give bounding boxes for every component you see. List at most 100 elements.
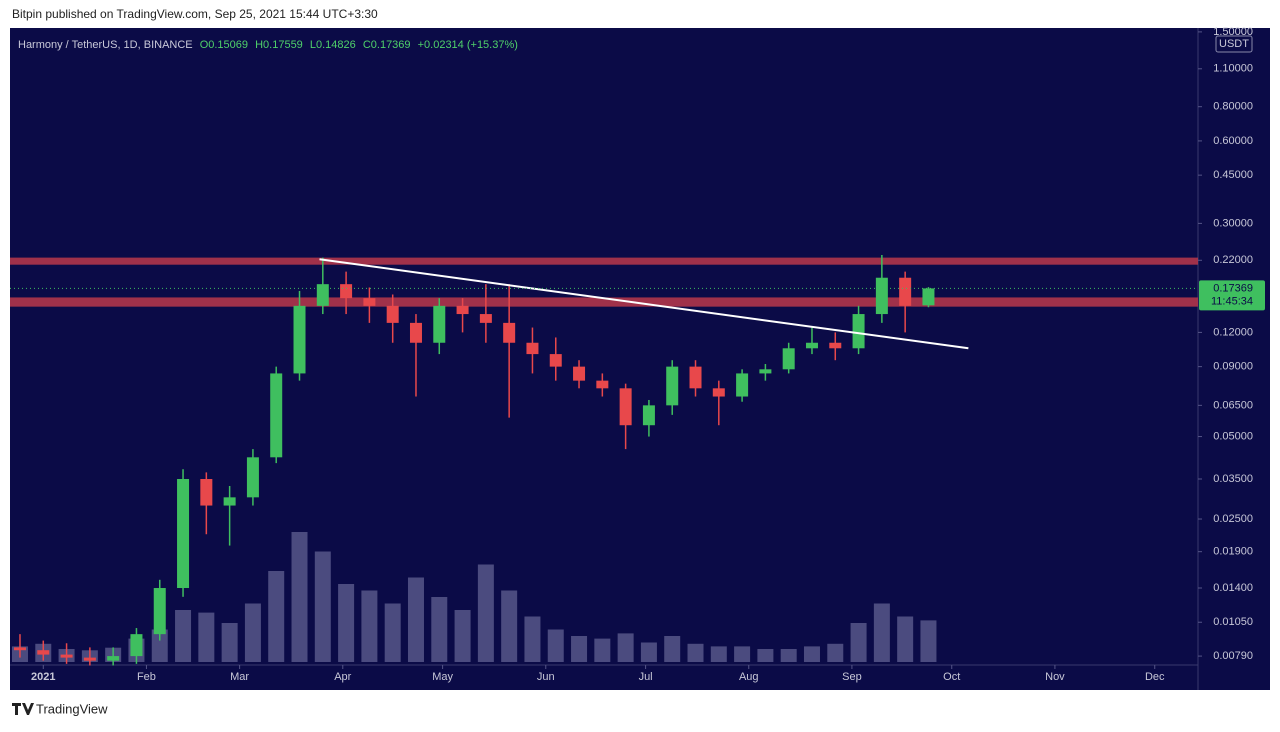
x-tick-label: Aug (739, 671, 759, 683)
volume-bar (361, 590, 378, 662)
legend: Harmony / TetherUS, 1D, BINANCE O0.15069… (18, 39, 518, 51)
candle-body (736, 373, 749, 397)
y-tick-label: 0.22000 (1213, 254, 1253, 266)
brand-name: TradingView (36, 701, 108, 716)
volume-bar (803, 646, 820, 662)
volume-bar (175, 610, 192, 662)
x-tick-label: 2021 (31, 671, 55, 683)
ohlc-close: C0.17369 (363, 39, 411, 51)
resistance-zone (10, 297, 1198, 307)
volume-bar (710, 646, 727, 662)
ohlc-change: +0.02314 (+15.37%) (418, 39, 518, 51)
ohlc-low: L0.14826 (310, 39, 356, 51)
y-tick-label: 1.10000 (1213, 63, 1253, 75)
candle-body (642, 405, 655, 426)
candle-body (246, 457, 259, 498)
candle-body (899, 277, 912, 306)
candle-body (829, 342, 842, 349)
candle-body (456, 305, 469, 315)
published-note: Bitpin published on TradingView.com, Sep… (12, 7, 378, 21)
y-tick-label: 1.50000 (1213, 26, 1253, 38)
candle-body (386, 305, 399, 323)
volume-bar (780, 649, 797, 662)
y-tick-label: 0.05000 (1213, 430, 1253, 442)
y-tick-label: 0.80000 (1213, 101, 1253, 113)
candle-body (153, 588, 166, 635)
volume-bar (221, 623, 238, 662)
volume-bar (501, 590, 518, 662)
volume-bar (407, 577, 424, 662)
candle-body (712, 388, 725, 397)
candle-body (223, 497, 236, 506)
candle-body (689, 366, 702, 389)
y-tick-label: 0.03500 (1213, 473, 1253, 485)
candle-body (13, 647, 26, 651)
candle-body (177, 478, 190, 589)
candle-body (83, 657, 96, 661)
candle-body (666, 366, 679, 406)
y-tick-label: 0.01050 (1213, 616, 1253, 628)
candle-body (549, 354, 562, 367)
brand: TradingView (12, 701, 108, 716)
y-tick-label: 0.12000 (1213, 326, 1253, 338)
candle-body (805, 342, 818, 349)
trendline (319, 258, 969, 350)
chart-layer: 1.50000 1.10000 0.80000 0.60000 0.45000 0.300… (10, 26, 1265, 683)
candle-body (107, 656, 120, 661)
candle-body (782, 348, 795, 370)
candle-body (852, 314, 865, 349)
volume-bar (687, 643, 704, 662)
ohlc-open: O0.15069 (200, 39, 248, 51)
candle-body (433, 305, 446, 343)
ohlc-high: H0.17559 (255, 39, 303, 51)
candle-body (270, 373, 283, 458)
x-tick-label: Dec (1145, 671, 1165, 683)
candle-body (503, 322, 516, 343)
volume-bar (338, 584, 355, 662)
volume-bar (920, 620, 937, 662)
currency: USDT (1219, 38, 1249, 50)
candle-body (409, 322, 422, 343)
volume-bar (873, 603, 890, 662)
y-tick-label: 0.01900 (1213, 546, 1253, 558)
volume-bar (151, 629, 168, 662)
x-tick-label: Oct (943, 671, 960, 683)
x-tick-label: Nov (1045, 671, 1065, 683)
y-tick-label: 0.45000 (1213, 169, 1253, 181)
volume-bar (594, 638, 611, 662)
volume-bar (827, 643, 844, 662)
volume-bar (757, 649, 774, 662)
volume-bar (734, 646, 751, 662)
x-tick-label: Sep (842, 671, 862, 683)
symbol: Harmony / TetherUS, 1D, BINANCE (18, 39, 193, 51)
candle-body (340, 284, 353, 299)
volume-bar (291, 532, 308, 662)
y-tick-label: 0.06500 (1213, 399, 1253, 411)
candle-body (759, 369, 772, 374)
currency-box (1215, 35, 1253, 53)
volume-bar (431, 597, 448, 662)
candle-body (293, 305, 306, 374)
volume-bar (571, 636, 588, 662)
candle-body (526, 342, 539, 355)
volume-bar (198, 612, 215, 662)
volume-bar (850, 623, 867, 662)
volume-bar (454, 610, 471, 662)
last-price-box (1199, 280, 1265, 311)
candle-body (619, 388, 632, 426)
y-tick-label: 0.60000 (1213, 135, 1253, 147)
volume-bar (617, 633, 634, 662)
resistance-zone (10, 257, 1198, 265)
candle-body (875, 277, 888, 315)
x-tick-label: Mar (230, 671, 249, 683)
y-tick-label: 0.01400 (1213, 582, 1253, 594)
volume-bar (547, 629, 564, 662)
candle-body (37, 650, 50, 655)
last-price-label: 0.17369 (1213, 282, 1253, 294)
candle-body (316, 284, 329, 306)
candle-body (130, 634, 143, 657)
x-tick-label: Apr (334, 671, 351, 683)
volume-bar (477, 564, 494, 662)
y-tick-label: 0.02500 (1213, 513, 1253, 525)
